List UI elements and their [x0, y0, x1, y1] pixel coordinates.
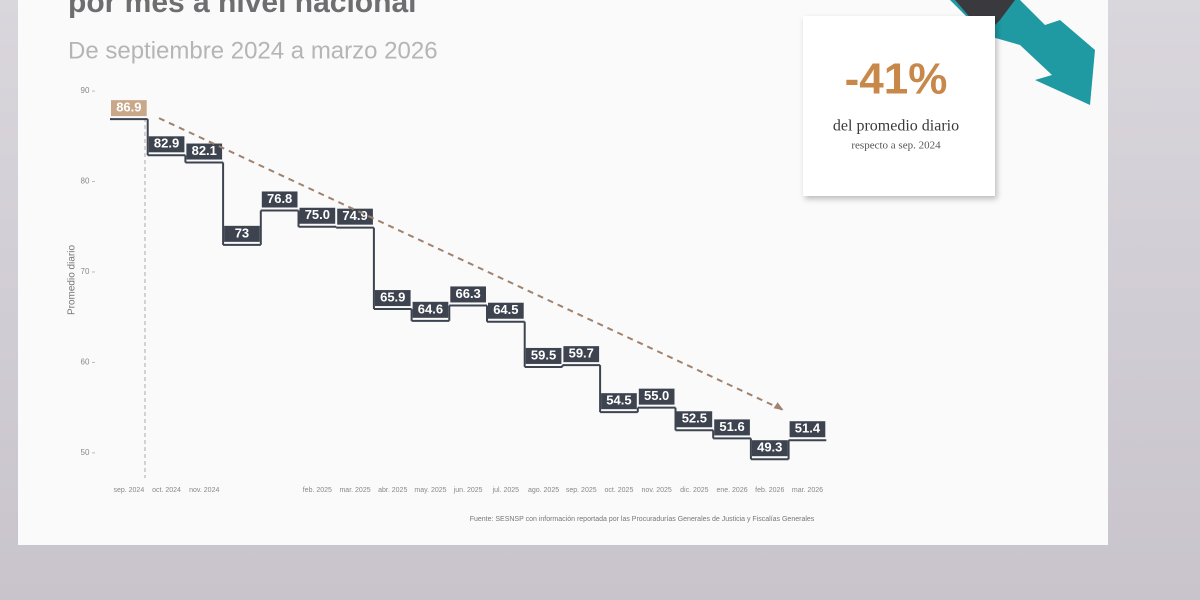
value-label: 82.9 [154, 136, 179, 151]
value-label: 49.3 [757, 440, 782, 455]
trend-line [158, 117, 785, 412]
x-tick-label: feb. 2025 [303, 487, 332, 494]
value-box [488, 302, 524, 319]
value-box [186, 143, 223, 160]
value-box [148, 136, 185, 153]
y-tick-label: 70 [81, 267, 90, 276]
x-tick-label: nov. 2025 [642, 487, 672, 494]
callout-note: respecto a sep. 2024 [851, 140, 941, 152]
value-box [261, 191, 298, 208]
value-label: 86.9 [116, 100, 141, 115]
x-tick-label: abr. 2025 [378, 487, 407, 494]
value-box [676, 411, 713, 428]
value-label: 65.9 [380, 289, 405, 304]
value-box [751, 440, 788, 457]
x-tick-label: jun. 2025 [453, 487, 483, 494]
value-label: 74.9 [342, 208, 367, 223]
value-label: 51.4 [795, 421, 821, 436]
x-tick-label: oct. 2025 [605, 487, 634, 494]
value-box [563, 346, 600, 363]
value-box [450, 286, 486, 303]
value-label: 55.0 [644, 388, 669, 403]
value-box [789, 421, 826, 438]
y-tick-label: 50 [81, 448, 90, 457]
y-tick-label: 80 [81, 177, 90, 186]
trend-arrowhead [773, 402, 784, 411]
y-axis-label: Promedio diario [67, 245, 78, 315]
x-tick-label: ene. 2026 [716, 487, 747, 494]
value-box [638, 388, 675, 405]
value-label: 66.3 [455, 286, 480, 301]
value-box [337, 208, 373, 225]
value-box [601, 393, 637, 410]
value-box [525, 347, 562, 364]
x-tick-label: jul. 2025 [492, 487, 520, 494]
x-tick-label: may. 2025 [414, 487, 446, 494]
x-tick-label: mar. 2026 [792, 487, 823, 494]
value-label: 54.5 [606, 393, 631, 408]
callout-text: del promedio diario [833, 118, 959, 135]
value-box [299, 207, 336, 224]
chart-subtitle: De septiembre 2024 a marzo 2026 [68, 37, 438, 64]
value-label: 59.7 [569, 346, 594, 361]
value-label: 76.8 [267, 191, 292, 206]
value-box [714, 419, 750, 436]
value-box [412, 301, 449, 318]
x-tick-label: mar. 2025 [339, 487, 370, 494]
value-label: 64.5 [493, 302, 518, 317]
y-tick-label: 90 [81, 86, 90, 95]
value-box [111, 100, 147, 117]
value-box [374, 290, 411, 307]
chart-title: por mes a nivel nacional [68, 0, 416, 19]
x-tick-label: sep. 2025 [566, 487, 597, 494]
value-label: 75.0 [305, 207, 330, 222]
x-tick-label: sep. 2024 [113, 487, 144, 494]
value-box [224, 225, 260, 242]
y-tick-label: 60 [81, 358, 90, 367]
x-tick-label: ago. 2025 [528, 487, 559, 494]
x-tick-label: dic. 2025 [680, 487, 709, 494]
source: Fuente: SESNSP con información reportada… [470, 516, 815, 523]
value-label: 59.5 [531, 347, 556, 362]
value-label: 82.1 [192, 143, 217, 158]
callout-value: -41% [845, 55, 948, 104]
callout-card [803, 16, 995, 196]
value-label: 52.5 [682, 411, 707, 426]
value-label: 64.6 [418, 301, 443, 316]
x-tick-label: feb. 2026 [755, 487, 784, 494]
x-tick-label: oct. 2024 [152, 487, 181, 494]
x-tick-label: nov. 2024 [189, 487, 219, 494]
value-label: 73 [235, 225, 249, 240]
value-label: 51.6 [719, 419, 744, 434]
